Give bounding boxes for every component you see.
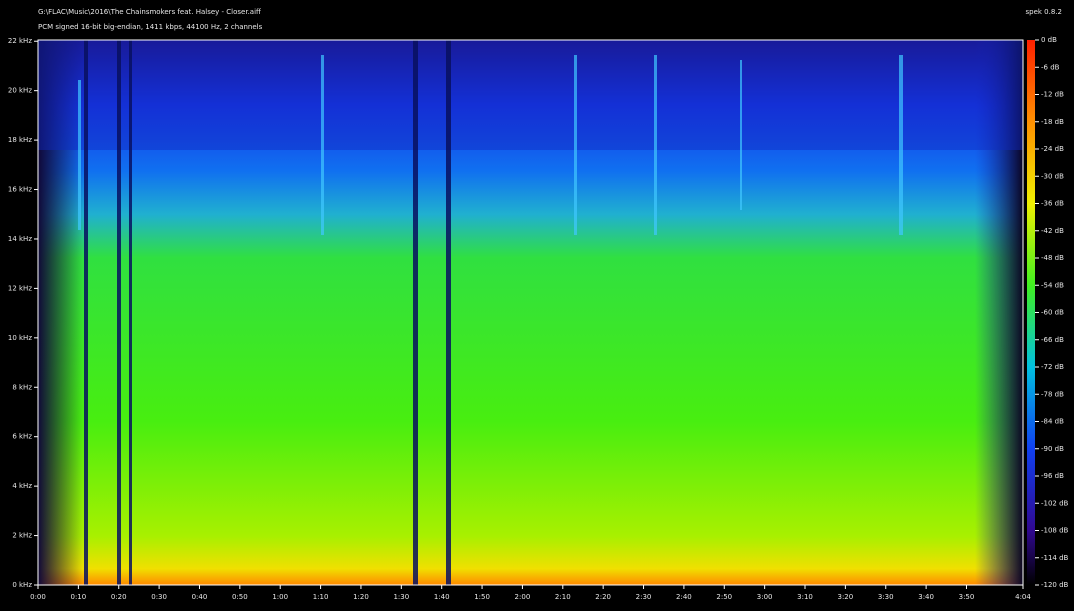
spectrogram-high xyxy=(38,40,1023,150)
bright-streaks xyxy=(78,55,903,235)
z-tick-label: 0 dB xyxy=(1041,36,1057,44)
z-tick-label: -108 dB xyxy=(1041,527,1069,535)
y-tick-label: 10 kHz xyxy=(8,334,32,342)
z-tick-label: -84 dB xyxy=(1041,418,1064,426)
y-tick-label: 20 kHz xyxy=(8,87,32,95)
x-tick-label: 3:20 xyxy=(838,593,854,601)
z-tick-label: -6 dB xyxy=(1041,63,1060,71)
y-tick-label: 2 kHz xyxy=(12,532,32,540)
app-label: spek 0.8.2 xyxy=(1026,8,1063,16)
z-tick-label: -42 dB xyxy=(1041,227,1064,235)
z-tick-label: -18 dB xyxy=(1041,118,1064,126)
x-tick-label: 1:50 xyxy=(474,593,490,601)
silence-stripes xyxy=(84,40,451,585)
z-tick-label: -114 dB xyxy=(1041,554,1069,562)
x-tick-label: 3:00 xyxy=(757,593,773,601)
x-tick-label: 2:50 xyxy=(716,593,732,601)
x-tick-label: 3:30 xyxy=(878,593,894,601)
x-tick-label: 1:40 xyxy=(434,593,450,601)
file-info: PCM signed 16-bit big-endian, 1411 kbps,… xyxy=(38,23,263,31)
z-tick-label: -96 dB xyxy=(1041,472,1064,480)
x-tick-label: 0:30 xyxy=(151,593,167,601)
x-tick-label: 2:40 xyxy=(676,593,692,601)
x-tick-label: 2:00 xyxy=(515,593,531,601)
x-tick-label: 0:00 xyxy=(30,593,46,601)
x-tick-label: 1:30 xyxy=(393,593,409,601)
x-tick-label: 1:00 xyxy=(272,593,288,601)
z-tick-label: -30 dB xyxy=(1041,172,1064,180)
z-tick-label: -24 dB xyxy=(1041,145,1064,153)
z-tick-label: -48 dB xyxy=(1041,254,1064,262)
z-tick-label: -66 dB xyxy=(1041,336,1064,344)
x-tick-label: 1:20 xyxy=(353,593,369,601)
spectrogram xyxy=(38,40,1023,585)
x-tick-label: 0:40 xyxy=(192,593,208,601)
z-tick-label: -72 dB xyxy=(1041,363,1064,371)
spectrogram-fade xyxy=(975,40,1023,585)
x-tick-label: 0:50 xyxy=(232,593,248,601)
z-tick-label: -120 dB xyxy=(1041,581,1069,589)
color-bar xyxy=(1027,40,1035,585)
y-tick-label: 0 kHz xyxy=(12,581,32,589)
x-tick-label: 3:50 xyxy=(959,593,975,601)
y-tick-label: 22 kHz xyxy=(8,37,32,45)
y-tick-label: 4 kHz xyxy=(12,482,32,490)
z-tick-label: -102 dB xyxy=(1041,499,1069,507)
x-tick-label: 0:10 xyxy=(71,593,87,601)
z-tick-label: -60 dB xyxy=(1041,309,1064,317)
spectrogram-fade xyxy=(38,40,83,585)
x-tick-label: 4:04 xyxy=(1015,593,1031,601)
x-tick-label: 3:40 xyxy=(918,593,934,601)
file-title: G:\FLAC\Music\2016\The Chainsmokers feat… xyxy=(38,8,261,16)
x-tick-label: 2:30 xyxy=(636,593,652,601)
y-tick-label: 18 kHz xyxy=(8,136,32,144)
plot-frame xyxy=(37,39,1024,586)
y-tick-label: 12 kHz xyxy=(8,284,32,292)
y-tick-label: 14 kHz xyxy=(8,235,32,243)
z-tick-label: -12 dB xyxy=(1041,91,1064,99)
x-tick-label: 2:10 xyxy=(555,593,571,601)
x-tick-label: 2:20 xyxy=(595,593,611,601)
y-tick-label: 16 kHz xyxy=(8,186,32,194)
x-tick-label: 3:10 xyxy=(797,593,813,601)
z-tick-label: -36 dB xyxy=(1041,200,1064,208)
spectrogram-body xyxy=(38,40,1023,585)
z-tick-label: -78 dB xyxy=(1041,390,1064,398)
x-tick-label: 0:20 xyxy=(111,593,127,601)
y-tick-label: 6 kHz xyxy=(12,433,32,441)
x-tick-label: 1:10 xyxy=(313,593,329,601)
z-tick-label: -54 dB xyxy=(1041,281,1064,289)
z-tick-label: -90 dB xyxy=(1041,445,1064,453)
y-tick-label: 8 kHz xyxy=(12,383,32,391)
